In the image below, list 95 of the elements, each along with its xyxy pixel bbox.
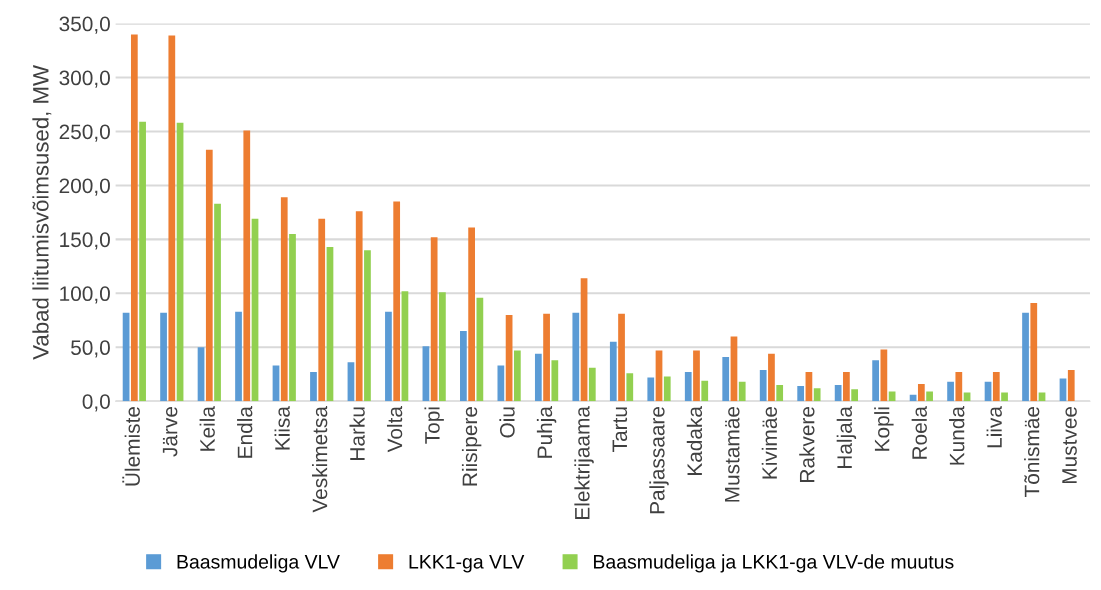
bar bbox=[385, 311, 392, 402]
x-tick-label: Tartu bbox=[612, 407, 628, 452]
x-tick-label: Topi bbox=[424, 407, 444, 444]
bar bbox=[534, 353, 542, 402]
bar bbox=[468, 227, 475, 402]
y-tick-label: 150,0 bbox=[60, 232, 110, 250]
bar bbox=[130, 34, 138, 402]
bar bbox=[768, 353, 775, 402]
legend-label: Baasmudeliga VLV bbox=[177, 554, 340, 573]
bar bbox=[318, 218, 326, 402]
x-tick-label: Mustamäe bbox=[725, 406, 740, 502]
x-tick-label: Puhja bbox=[536, 406, 557, 458]
x-tick-label: Kunda bbox=[949, 406, 965, 465]
bar bbox=[917, 383, 925, 402]
x-tick-label: Volta bbox=[386, 406, 403, 453]
bar bbox=[235, 311, 242, 402]
bar bbox=[160, 312, 167, 402]
bar bbox=[310, 372, 317, 402]
bar bbox=[888, 391, 896, 402]
bar bbox=[701, 380, 709, 402]
x-tick-label: Riisipere bbox=[461, 406, 482, 486]
bar bbox=[684, 372, 692, 402]
bar bbox=[797, 386, 805, 402]
bar bbox=[551, 360, 559, 402]
bar bbox=[430, 237, 438, 402]
bar bbox=[588, 367, 596, 402]
legend-label: Baasmudeliga ja LKK1-ga VLV-de muutus bbox=[594, 554, 954, 573]
bar bbox=[364, 250, 371, 402]
bar bbox=[280, 197, 288, 402]
y-tick-label: 250,0 bbox=[59, 124, 110, 142]
bar bbox=[926, 391, 933, 402]
y-axis-title: Vabad liitumisvõimsused, MW bbox=[32, 65, 52, 360]
bar bbox=[722, 356, 730, 402]
bar bbox=[1030, 303, 1038, 402]
bar bbox=[393, 201, 401, 402]
bar bbox=[872, 360, 879, 402]
y-tick-label: 300,0 bbox=[59, 70, 110, 88]
bar bbox=[738, 381, 746, 402]
bar bbox=[992, 372, 1000, 402]
x-tick-label: Endla bbox=[237, 406, 253, 458]
x-tick-label: Oiu bbox=[499, 407, 515, 438]
bar bbox=[1001, 392, 1008, 402]
bar bbox=[497, 365, 505, 402]
bar bbox=[618, 313, 625, 402]
bar bbox=[626, 373, 634, 402]
bar bbox=[880, 349, 888, 402]
y-tick-label: 100,0 bbox=[60, 286, 110, 304]
y-tick-label: 200,0 bbox=[59, 178, 110, 196]
x-tick-label: Keila bbox=[199, 406, 215, 451]
x-tick-label: Rakvere bbox=[799, 406, 815, 482]
x-tick-label: Elektrijaama bbox=[574, 406, 594, 519]
bar bbox=[955, 372, 963, 402]
bar bbox=[543, 313, 550, 402]
bar bbox=[947, 381, 954, 402]
bar bbox=[513, 350, 521, 402]
x-tick-label: Järve bbox=[162, 406, 178, 457]
bar bbox=[243, 130, 251, 402]
y-tick-label: 350,0 bbox=[59, 16, 110, 34]
bar bbox=[460, 331, 467, 402]
bar bbox=[1022, 312, 1029, 402]
x-tick-label: Ülemiste bbox=[122, 406, 140, 486]
x-tick-label: Liiva bbox=[986, 406, 1002, 448]
y-tick-label: 50,0 bbox=[71, 340, 110, 358]
y-tick-label: 0,0 bbox=[82, 394, 110, 412]
bar bbox=[851, 389, 859, 402]
bar bbox=[1067, 369, 1075, 402]
x-tick-label: Haljala bbox=[836, 406, 857, 469]
bar bbox=[776, 385, 784, 402]
x-tick-label: Kadaka bbox=[686, 406, 703, 476]
x-tick-label: Veskimetsa bbox=[312, 406, 328, 513]
bar bbox=[843, 372, 850, 402]
bar bbox=[572, 312, 580, 402]
bar bbox=[168, 35, 176, 402]
legend-label: LKK1-ga VLV bbox=[409, 555, 525, 573]
bar bbox=[647, 377, 655, 402]
x-tick-label: Harku bbox=[349, 407, 365, 460]
x-tick-label: Paljassaare bbox=[649, 406, 669, 514]
bar bbox=[834, 385, 842, 402]
bar bbox=[139, 121, 146, 402]
x-tick-label: Mustvee bbox=[1062, 406, 1077, 484]
bar bbox=[663, 376, 671, 402]
x-tick-label: Kiisa bbox=[274, 406, 290, 450]
x-tick-label: Kopli bbox=[874, 407, 894, 451]
x-tick-label: Tõnismäe bbox=[1024, 406, 1040, 498]
bar bbox=[813, 388, 821, 402]
bar bbox=[439, 292, 446, 402]
bar bbox=[759, 369, 767, 402]
bar bbox=[355, 211, 363, 402]
bar bbox=[214, 203, 221, 402]
bar bbox=[693, 350, 700, 402]
x-tick-label: Kivimäe bbox=[761, 406, 778, 479]
bar bbox=[609, 341, 617, 402]
bar bbox=[205, 149, 213, 402]
bar bbox=[289, 233, 296, 402]
x-tick-label: Roela bbox=[911, 406, 927, 459]
